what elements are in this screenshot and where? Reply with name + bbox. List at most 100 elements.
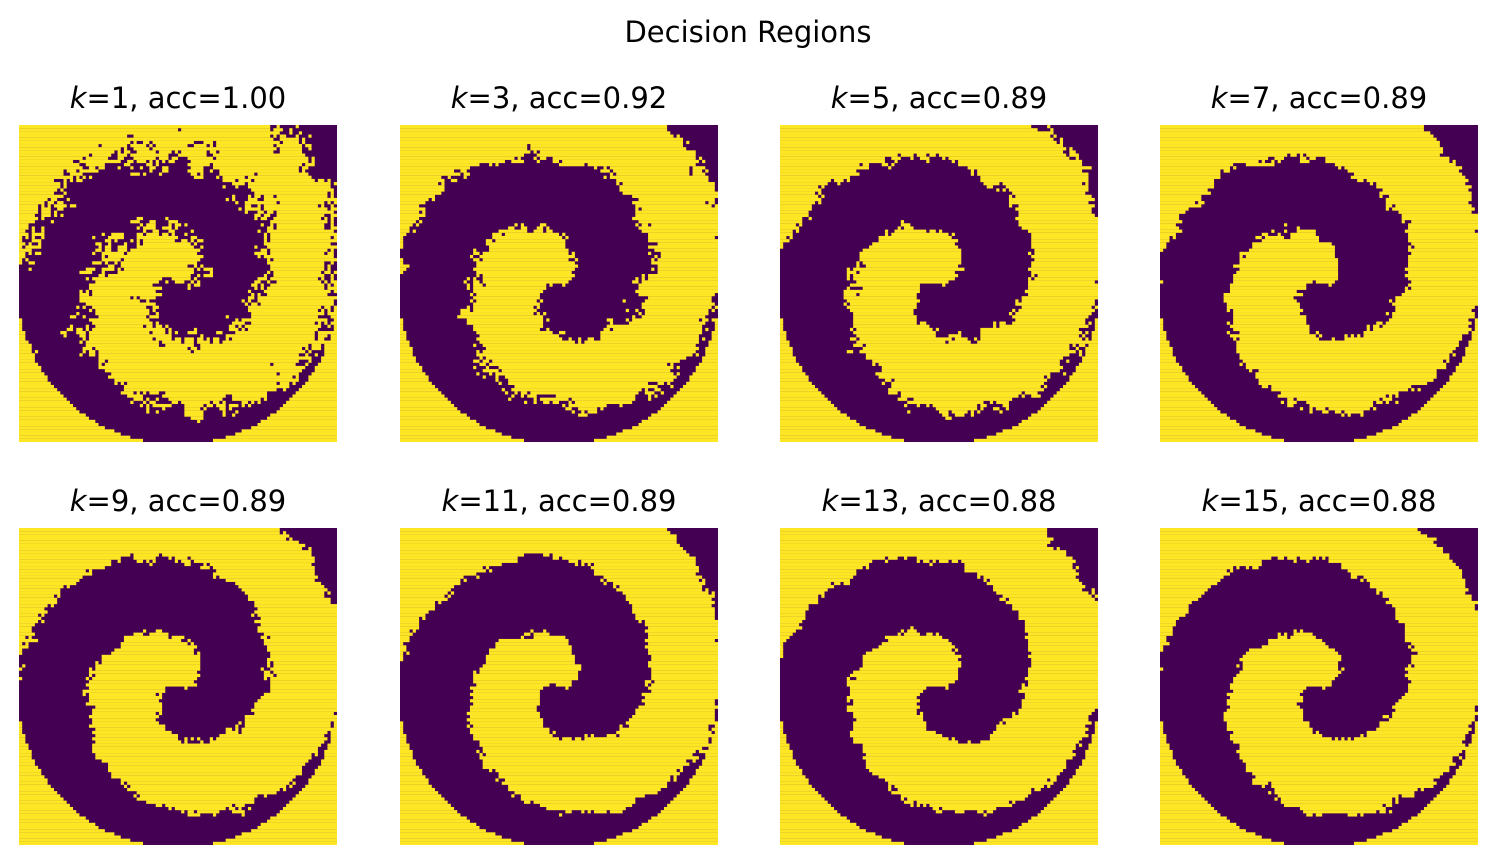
class-1-cell-run — [1344, 334, 1348, 338]
class-1-cell-run — [317, 334, 328, 338]
class-1-cell-run — [1160, 321, 1164, 325]
class-1-cell-run — [1369, 585, 1466, 589]
class-1-cell-run — [1404, 267, 1478, 271]
class-1-cell-run — [267, 286, 325, 290]
class-1-cell-run — [19, 261, 23, 265]
class-1-cell-run — [1353, 737, 1466, 741]
class-1-cell-run — [1094, 305, 1098, 309]
class-1-cell-run — [1382, 188, 1469, 192]
panel-title: k=9, acc=0.89 — [0, 482, 397, 520]
class-1-cell-run — [19, 188, 58, 192]
class-1-cell-run — [162, 394, 226, 398]
class-1-cell-run — [1075, 365, 1098, 370]
class-1-cell-run — [1160, 822, 1237, 827]
class-1-cell-run — [872, 362, 876, 366]
class-1-cell-run — [219, 407, 226, 411]
class-1-cell-run — [473, 734, 553, 738]
class-1-cell-run — [247, 305, 322, 309]
class-1-cell-run — [1018, 708, 1095, 712]
class-1-cell-run — [212, 575, 217, 579]
class-1-cell-run — [1229, 569, 1234, 573]
class-1-cell-run — [1066, 381, 1098, 386]
class-1-cell-run — [19, 562, 112, 567]
class-1-cell-run — [1160, 226, 1180, 230]
class-1-cell-run — [1075, 772, 1098, 776]
class-1-cell-run — [19, 794, 61, 798]
class-1-cell-run — [133, 140, 137, 145]
class-1-cell-run — [584, 734, 588, 738]
class-1-cell-run — [846, 178, 850, 183]
class-1-cell-run — [609, 175, 709, 179]
class-1-cell-run — [1452, 159, 1456, 164]
class-1-cell-run — [945, 416, 952, 420]
class-1-cell-run — [400, 775, 426, 779]
class-1-cell-run — [57, 594, 61, 598]
class-1-cell-run — [19, 210, 39, 214]
class-1-cell-run — [683, 787, 718, 792]
class-1-cell-run — [1160, 543, 1437, 548]
class-1-cell-run — [600, 407, 604, 411]
class-1-cell-run — [1160, 791, 1199, 795]
class-1-cell-run — [520, 226, 528, 230]
class-1-cell-run — [1242, 759, 1453, 763]
class-1-cell-run — [780, 422, 860, 427]
class-1-cell-run — [241, 727, 337, 731]
class-1-cell-run — [498, 638, 569, 643]
class-1-cell-run — [1319, 334, 1323, 338]
class-1-cell-run — [1160, 734, 1167, 738]
class-1-cell-run — [780, 800, 828, 804]
class-1-cell-run — [1293, 559, 1297, 563]
class-1-cell-run — [238, 585, 325, 589]
class-1-cell-run — [1160, 140, 1440, 145]
class-1-cell-run — [1376, 432, 1478, 436]
class-1-cell-run — [400, 334, 407, 338]
class-1-cell-run — [780, 156, 885, 160]
class-1-cell-run — [1290, 635, 1316, 640]
class-1-cell-run — [628, 600, 715, 605]
class-1-cell-run — [1268, 642, 1326, 646]
class-1-cell-run — [1366, 578, 1466, 582]
class-1-cell-run — [88, 724, 166, 728]
class-1-cell-run — [114, 261, 118, 265]
class-1-cell-run — [174, 226, 178, 230]
class-1-cell-run — [849, 308, 914, 313]
class-1-cell-run — [295, 375, 299, 379]
class-1-cell-run — [127, 251, 198, 256]
class-1-cell-run — [31, 232, 45, 237]
class-1-cell-run — [19, 768, 42, 773]
class-1-cell-run — [400, 258, 404, 262]
class-1-cell-run — [1160, 762, 1176, 766]
class-1-cell-run — [19, 581, 77, 586]
class-1-cell-run — [1063, 384, 1098, 389]
class-1-cell-run — [1408, 223, 1478, 227]
class-1-cell-run — [1043, 403, 1098, 408]
class-1-cell-run — [1024, 623, 1098, 627]
class-1-cell-run — [1401, 419, 1478, 424]
class-1-cell-run — [1452, 775, 1478, 779]
class-1-cell-run — [853, 702, 917, 706]
class-1-cell-run — [1094, 727, 1098, 731]
class-1-cell-run — [330, 730, 337, 735]
class-1-cell-run — [1198, 201, 1205, 205]
class-1-cell-run — [95, 667, 201, 671]
class-1-cell-run — [273, 134, 277, 138]
class-1-cell-run — [276, 125, 280, 129]
class-1-cell-run — [165, 343, 194, 347]
class-1-cell-run — [333, 305, 337, 309]
class-1-cell-run — [400, 147, 528, 151]
class-1-cell-run — [19, 191, 54, 195]
class-1-cell-run — [648, 648, 718, 652]
class-1-cell-run — [333, 308, 337, 313]
class-1-cell-run — [1350, 334, 1354, 338]
class-1-cell-run — [98, 245, 102, 249]
class-1-cell-run — [1059, 791, 1098, 795]
class-1-cell-run — [19, 407, 77, 411]
class-1-cell-run — [780, 381, 812, 386]
class-1-cell-run — [571, 251, 575, 256]
class-1-cell-run — [1408, 664, 1412, 668]
class-1-cell-run — [400, 616, 420, 620]
class-1-cell-run — [1021, 683, 1025, 687]
class-1-cell-run — [251, 426, 337, 430]
class-1-cell-run — [635, 210, 718, 214]
class-1-cell-run — [251, 312, 325, 316]
